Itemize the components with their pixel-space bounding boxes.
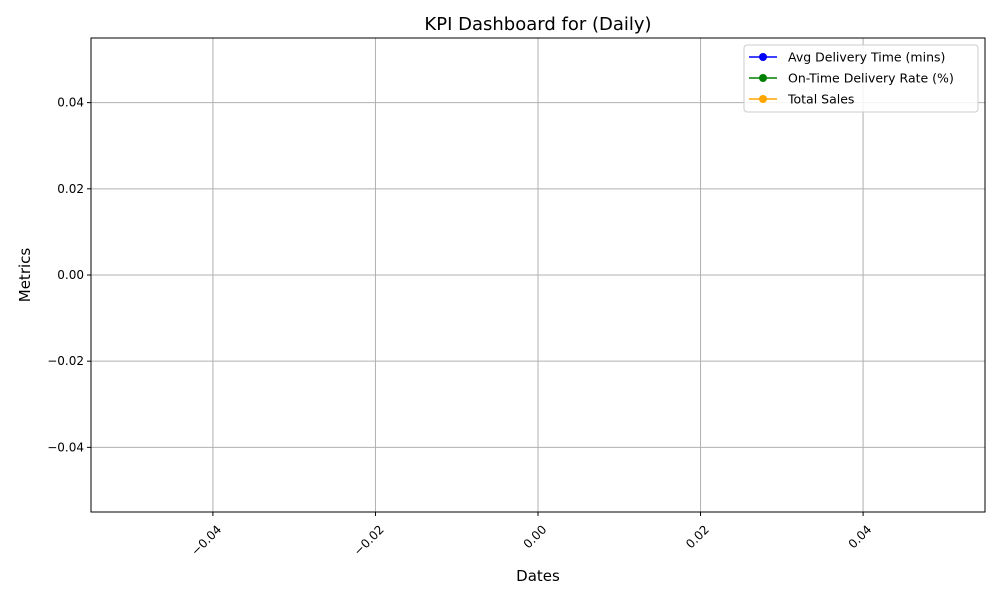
- chart-title: KPI Dashboard for (Daily): [424, 14, 651, 35]
- y-axis-title: Metrics: [16, 248, 34, 303]
- legend-label-on-time-delivery-rate: On-Time Delivery Rate (%): [788, 71, 954, 86]
- y-tick-label: 0.02: [57, 182, 84, 196]
- legend-entry-total-sales: Total Sales: [749, 92, 854, 107]
- legend: Avg Delivery Time (mins) On-Time Deliver…: [743, 44, 979, 113]
- legend-label-total-sales: Total Sales: [787, 92, 854, 107]
- y-tick-label: 0.04: [57, 96, 84, 110]
- y-tick-label: −0.04: [47, 440, 84, 454]
- legend-marker-total-sales: [759, 95, 767, 103]
- grid: [91, 38, 985, 512]
- legend-entry-avg-delivery-time: Avg Delivery Time (mins): [749, 50, 945, 65]
- legend-box: [743, 44, 979, 113]
- legend-label-avg-delivery-time: Avg Delivery Time (mins): [788, 50, 945, 65]
- legend-marker-on-time-delivery-rate: [759, 74, 767, 82]
- y-tick-label: −0.02: [47, 354, 84, 368]
- y-tick-label: 0.00: [57, 268, 84, 282]
- legend-entry-on-time-delivery-rate: On-Time Delivery Rate (%): [749, 71, 954, 86]
- legend-marker-avg-delivery-time: [759, 53, 767, 61]
- x-axis-title: Dates: [516, 567, 560, 585]
